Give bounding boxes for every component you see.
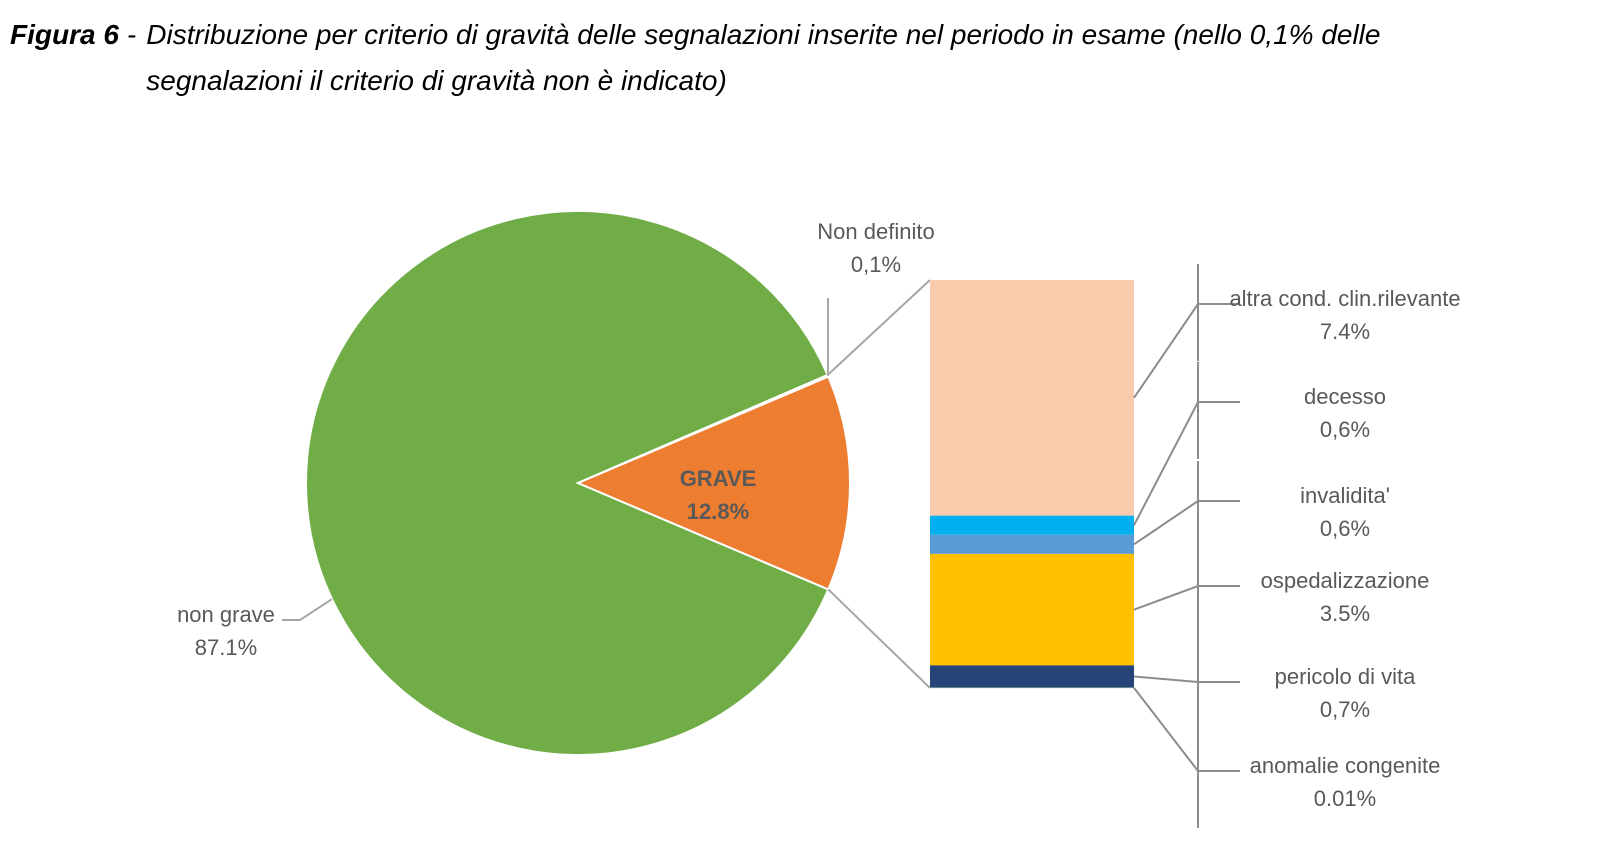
- connector: [827, 588, 931, 689]
- bar-segment: [930, 665, 1134, 688]
- bar-label: altra cond. clin.rilevante: [1229, 286, 1460, 311]
- bar-segment: [930, 687, 1134, 689]
- leader-line: [1133, 687, 1240, 772]
- bar-value-label: 0,6%: [1320, 417, 1370, 442]
- pie-slice: [305, 210, 830, 756]
- leader-line: [1133, 675, 1240, 683]
- bar-value-label: 0.01%: [1314, 786, 1376, 811]
- bar-segment: [930, 534, 1134, 554]
- leader-line: [1133, 585, 1240, 611]
- figure-label: Figura 6: [10, 19, 119, 50]
- leader-line: [1133, 500, 1240, 546]
- leader-line: [1133, 401, 1240, 526]
- pie-label: non grave: [177, 602, 275, 627]
- bar-label: invalidita': [1300, 483, 1390, 508]
- bar-segment: [930, 515, 1134, 535]
- chart-title: Distribuzione per criterio di gravità de…: [146, 19, 1381, 96]
- bar-value-label: 0,7%: [1320, 697, 1370, 722]
- pie-value-label: 87.1%: [195, 635, 257, 660]
- pie-value-label: 0,1%: [851, 252, 901, 277]
- pie-label: GRAVE: [680, 466, 757, 491]
- pie-value-label: 12.8%: [687, 499, 749, 524]
- caption: Figura 6 - Distribuzione per criterio di…: [10, 12, 1570, 104]
- bar-label: pericolo di vita: [1275, 664, 1416, 689]
- bar-value-label: 3.5%: [1320, 601, 1370, 626]
- bar-label: decesso: [1304, 384, 1386, 409]
- bar-label: anomalie congenite: [1250, 753, 1441, 778]
- bar-segment: [930, 280, 1134, 516]
- pie-label: Non definito: [817, 219, 934, 244]
- bar-value-label: 0,6%: [1320, 516, 1370, 541]
- pie-slice: [575, 375, 851, 591]
- figure-separator: -: [126, 19, 137, 50]
- leader-line: [282, 598, 333, 621]
- bar-label: ospedalizzazione: [1261, 568, 1430, 593]
- bar-value-label: 7.4%: [1320, 319, 1370, 344]
- leader-line: [1133, 303, 1240, 399]
- bar-segment: [930, 553, 1134, 666]
- connector: [826, 279, 931, 376]
